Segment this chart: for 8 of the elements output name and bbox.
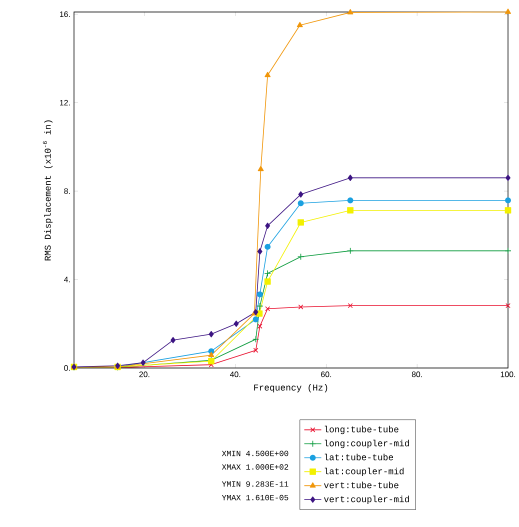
y-axis-title: RMS Displacement (x10$^{-6}$ in) [42,120,53,260]
legend-label: lat:coupler-mid [324,468,404,476]
legend-label: long:coupler-mid [324,440,409,448]
legend-label: lat:tube-tube [324,454,393,460]
x-axis-title: Frequency (Hz) [254,384,328,392]
legend-label: vert:coupler-mid [324,496,409,504]
legend-label: vert:tube-tube [324,482,398,488]
legend-label: long:tube-tube [324,426,398,434]
